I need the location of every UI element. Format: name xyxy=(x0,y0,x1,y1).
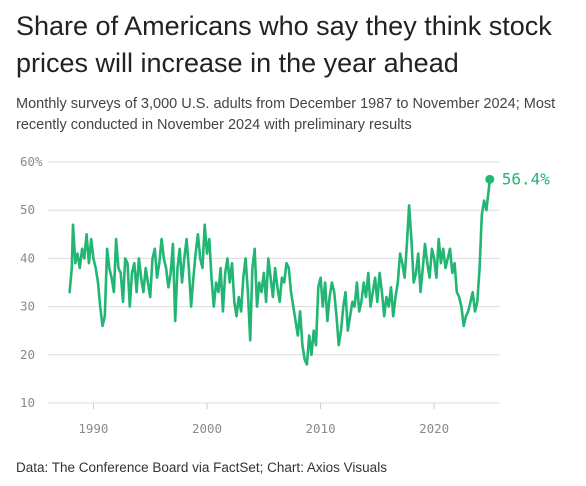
x-axis-tick-labels: 1990 2000 2010 2020 xyxy=(78,403,449,436)
y-tick-label: 30 xyxy=(20,299,35,314)
y-tick-label: 20 xyxy=(20,347,35,362)
x-tick-label: 2020 xyxy=(419,421,449,436)
x-tick-label: 2000 xyxy=(192,421,222,436)
y-axis-tick-labels: 10 20 30 40 50 60% xyxy=(20,154,43,410)
y-tick-label: 40 xyxy=(20,250,35,265)
line-chart: 10 20 30 40 50 60% 1990 2000 2010 2020 56.4% xyxy=(20,154,551,436)
y-tick-label: 60% xyxy=(20,154,43,169)
chart-subtitle: Monthly surveys of 3,000 U.S. adults fro… xyxy=(16,96,556,133)
x-tick-label: 2010 xyxy=(306,421,336,436)
series-line xyxy=(68,178,492,366)
grid-lines xyxy=(48,161,500,404)
source-note: Data: The Conference Board via FactSet; … xyxy=(16,460,387,475)
chart-title: Share of Americans who say they think st… xyxy=(16,11,552,78)
x-tick-label: 1990 xyxy=(78,421,108,436)
y-tick-label: 10 xyxy=(20,395,35,410)
latest-value-point xyxy=(485,174,495,184)
latest-value-label: 56.4% xyxy=(502,169,551,188)
y-tick-label: 50 xyxy=(20,202,35,217)
